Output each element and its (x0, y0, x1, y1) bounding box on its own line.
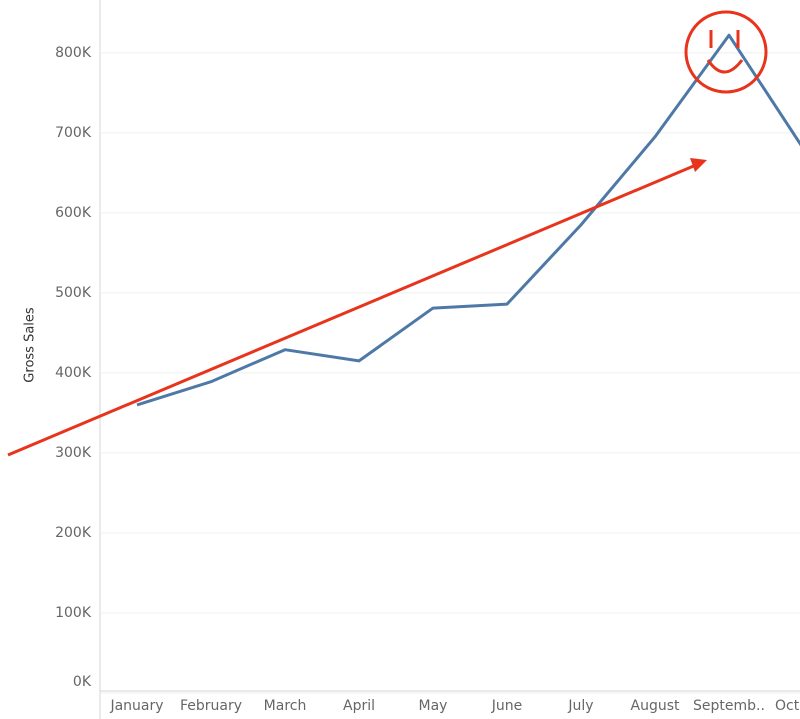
x-tick-label: January (109, 698, 163, 714)
x-tick-label: February (180, 698, 242, 714)
smiley-mouth (706, 59, 744, 74)
x-tick-label: March (264, 698, 307, 714)
x-tick-label: April (343, 698, 375, 714)
y-tick-label: 200K (55, 525, 92, 541)
plot-area: 0K 100K 200K 300K 400K 500K 600K 700K 800K Januar… (55, 33, 800, 714)
y-axis-title: Gross Sales (23, 307, 38, 383)
highlight-circle (684, 10, 768, 94)
x-tick-label: October (775, 698, 800, 714)
arrow-head (690, 158, 707, 172)
y-tick-label: 0K (73, 674, 92, 690)
x-tick-label: July (567, 698, 593, 714)
line-series (136, 33, 800, 407)
y-tick-label: 500K (55, 285, 92, 301)
y-tick-label: 700K (55, 125, 92, 141)
x-tick-label: May (419, 698, 448, 714)
x-tick-label: June (491, 698, 523, 714)
y-tick-label: 400K (55, 365, 92, 381)
y-tick-label: 300K (55, 445, 92, 461)
trend-arrow (7, 163, 697, 457)
x-tick-label: August (631, 698, 681, 714)
y-tick-label: 600K (55, 205, 92, 221)
y-tick-label: 100K (55, 605, 92, 621)
y-tick-label: 800K (55, 45, 92, 61)
x-tick-label: Septemb.. (693, 698, 765, 714)
